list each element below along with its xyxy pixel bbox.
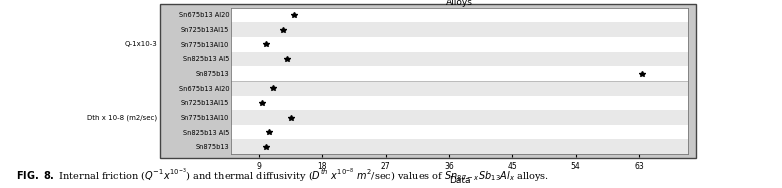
Bar bbox=[231, 22, 688, 37]
Title: Alloys: Alloys bbox=[446, 0, 473, 7]
Text: Dth x 10-8 (m2/sec): Dth x 10-8 (m2/sec) bbox=[88, 114, 157, 121]
Bar bbox=[231, 37, 688, 52]
Bar bbox=[231, 96, 688, 110]
X-axis label: Data: Data bbox=[449, 176, 470, 185]
Bar bbox=[231, 81, 688, 96]
Bar bbox=[231, 110, 688, 125]
Bar bbox=[231, 66, 688, 81]
Text: $\mathbf{FIG.\ 8.}$ Internal friction ($Q^{-1}x^{10^{-3}}$) and thermal diffusiv: $\mathbf{FIG.\ 8.}$ Internal friction ($… bbox=[16, 167, 549, 184]
Bar bbox=[231, 8, 688, 22]
Text: Q-1x10-3: Q-1x10-3 bbox=[125, 41, 157, 47]
Bar bbox=[231, 125, 688, 139]
Bar bbox=[231, 52, 688, 66]
Bar bbox=[231, 139, 688, 154]
